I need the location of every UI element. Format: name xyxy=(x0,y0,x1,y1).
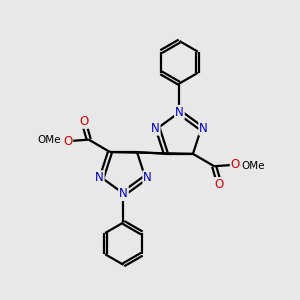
Text: O: O xyxy=(63,135,72,148)
Text: N: N xyxy=(143,171,152,184)
Text: N: N xyxy=(175,106,184,119)
Text: OMe: OMe xyxy=(38,135,61,145)
Text: O: O xyxy=(231,158,240,171)
Text: OMe: OMe xyxy=(242,161,265,171)
Text: N: N xyxy=(119,187,128,200)
Text: N: N xyxy=(199,122,208,135)
Text: O: O xyxy=(215,178,224,191)
Text: N: N xyxy=(151,122,160,135)
Text: N: N xyxy=(95,171,104,184)
Text: O: O xyxy=(79,115,88,128)
